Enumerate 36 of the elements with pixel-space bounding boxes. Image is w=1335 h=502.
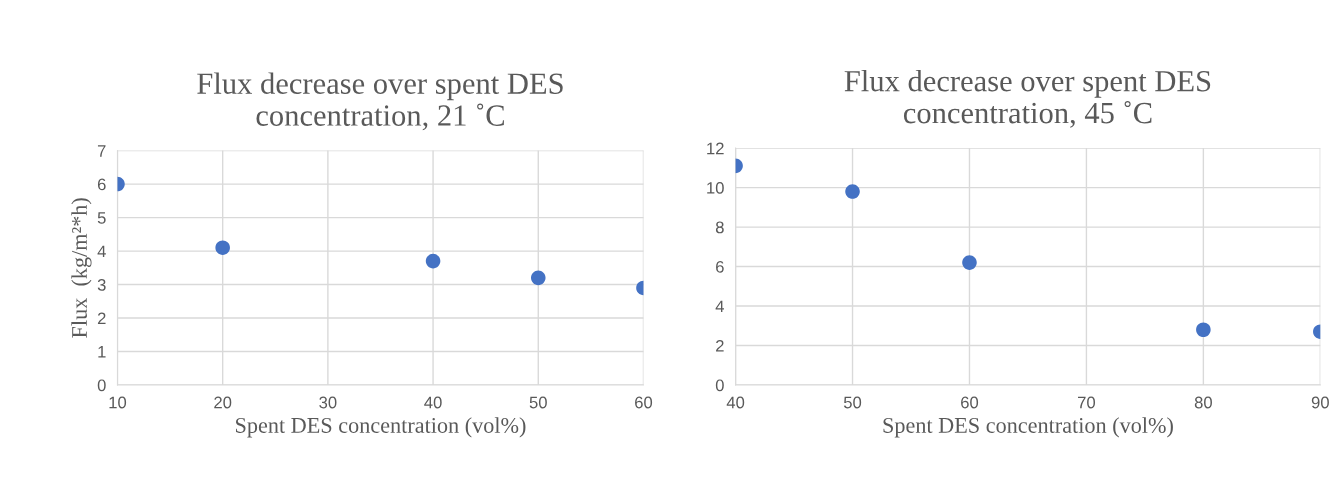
chart-title: Flux decrease over spent DES concentration, 21 ˚C (197, 72, 563, 131)
y-tick-label: 7 (97, 145, 106, 157)
y-tick-label: 4 (97, 245, 106, 258)
y-tick-label: 2 (97, 312, 106, 325)
y-axis-title: Flux (kg/m²*h) (71, 198, 92, 338)
point (962, 255, 977, 270)
x-tick-label: 80 (1194, 396, 1212, 409)
x-tick-label: 90 (1311, 396, 1329, 409)
x-tick-label: 10 (109, 396, 127, 409)
y-tick-label: 2 (716, 339, 724, 352)
x-axis-title: Spent DES concentration (vol%) (236, 417, 526, 438)
x-tick-label: 40 (424, 396, 442, 409)
y-tick-label: 10 (707, 181, 724, 194)
y-tick-label: 4 (715, 300, 724, 313)
x-tick-label: 50 (843, 396, 862, 409)
point (845, 184, 860, 199)
chart-title: Flux decrease over spent DES concentration, 45 ˚C (844, 69, 1211, 128)
y-tick-label: 6 (97, 178, 106, 191)
x-tick-label: 20 (214, 396, 232, 409)
point (425, 253, 441, 269)
x-tick-label: 40 (726, 396, 745, 409)
y-tick-label: 8 (715, 221, 724, 234)
x-tick-label: 50 (529, 396, 547, 409)
x-tick-label: 60 (635, 396, 653, 409)
y-tick-label: 5 (97, 212, 106, 224)
y-tick-label: 6 (716, 260, 724, 273)
y-tick-label: 12 (707, 142, 724, 155)
x-tick-label: 60 (961, 396, 979, 409)
y-tick-label: 3 (97, 278, 106, 291)
y-tick-label: 0 (97, 379, 106, 392)
y-tick-label: 0 (715, 379, 724, 392)
x-axis-title: Spent DES concentration (vol%) (883, 417, 1173, 438)
x-tick-label: 30 (319, 396, 337, 409)
x-tick-label: 70 (1078, 396, 1096, 409)
y-tick-label: 1 (98, 346, 106, 358)
point (530, 270, 546, 286)
